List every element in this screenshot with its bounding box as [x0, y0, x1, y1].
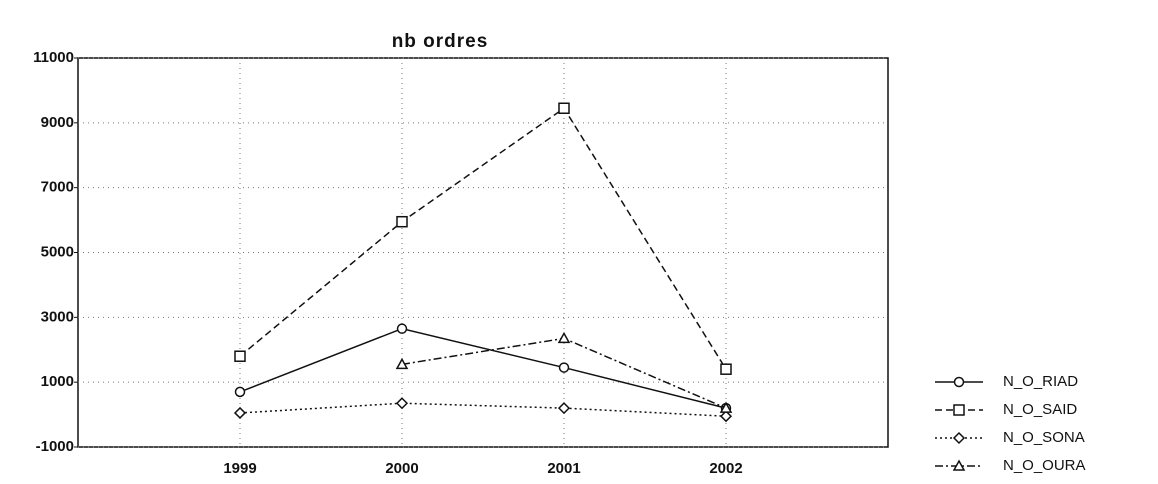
legend-marker: [952, 431, 966, 445]
legend-label: N_O_OURA: [1003, 457, 1086, 474]
series-line: [239, 402, 727, 417]
legend-label: N_O_SAID: [1003, 401, 1077, 418]
legend-marker: [953, 404, 965, 416]
y-tick-label: 11000: [33, 49, 74, 66]
data-point: [234, 350, 246, 362]
data-point: [396, 215, 408, 228]
y-tick-label: 7000: [41, 179, 74, 196]
data-point: [719, 401, 733, 413]
data-point: [558, 362, 570, 373]
x-tick-label: 2001: [547, 460, 580, 477]
y-tick-label: 3000: [41, 308, 74, 325]
chart-title: nb ordres: [392, 31, 489, 52]
y-tick-label: 1000: [41, 373, 74, 390]
data-point: [233, 406, 247, 420]
data-point: [558, 102, 570, 114]
legend-label: N_O_SONA: [1003, 429, 1085, 446]
data-point: [557, 402, 571, 415]
series-line: [239, 327, 727, 409]
data-point: [395, 397, 409, 410]
x-tick-label: 1999: [223, 460, 256, 477]
y-tick-label: -1000: [36, 438, 74, 455]
x-tick-label: 2002: [709, 460, 742, 477]
data-point: [234, 386, 246, 398]
data-point: [395, 357, 409, 370]
data-point: [557, 331, 571, 344]
data-point: [719, 410, 733, 423]
legend-marker: [953, 376, 965, 388]
legend-marker: [952, 459, 966, 471]
series-line: [239, 107, 727, 370]
legend-label: N_O_RIAD: [1003, 373, 1078, 390]
x-tick-label: 2000: [385, 460, 418, 477]
y-tick-label: 9000: [41, 114, 74, 131]
data-point: [396, 323, 408, 334]
y-tick-label: 5000: [41, 243, 74, 260]
data-point: [720, 363, 732, 375]
